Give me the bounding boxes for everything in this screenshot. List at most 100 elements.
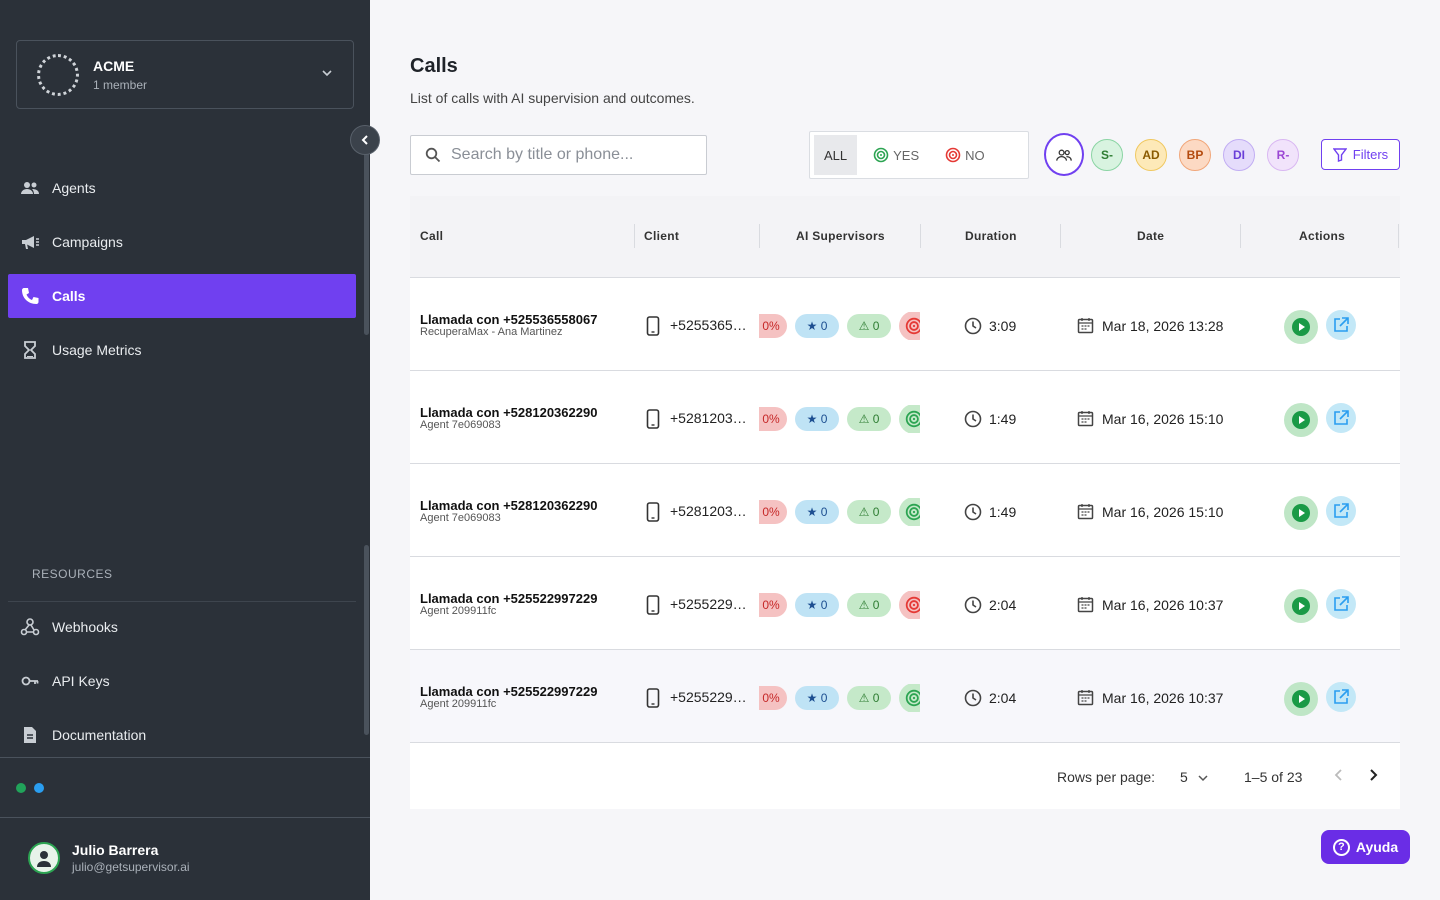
- ai-supervisors-cell: 0% ★ 0 ⚠ 0: [759, 591, 920, 619]
- play-recording-button[interactable]: [1284, 682, 1318, 716]
- stars-badge: ★ 0: [795, 500, 839, 524]
- user-avatar-icon: [37, 851, 51, 867]
- call-date: Mar 18, 2026 13:28: [1102, 318, 1224, 334]
- search-box: [410, 135, 707, 175]
- user-profile[interactable]: Julio Barrera julio@getsupervisor.ai: [28, 842, 190, 874]
- supervisor-filter-r[interactable]: R-: [1267, 139, 1299, 171]
- call-title[interactable]: Llamada con +525536558067: [420, 312, 598, 327]
- chevron-left-icon: [1334, 769, 1342, 781]
- outcome-target-icon: [899, 684, 920, 712]
- open-call-button[interactable]: [1326, 496, 1356, 526]
- phone-icon: [22, 288, 39, 304]
- help-icon: ?: [1332, 838, 1350, 856]
- table-row[interactable]: Llamada con +528120362290 Agent 7e069083…: [410, 464, 1400, 557]
- call-title[interactable]: Llamada con +525522997229: [420, 684, 598, 699]
- clock-icon: [964, 689, 982, 707]
- call-agent: Agent 7e069083: [420, 512, 501, 524]
- client-phone: +5255365…: [670, 317, 747, 333]
- column-separator: [1240, 224, 1241, 248]
- play-recording-button[interactable]: [1284, 496, 1318, 530]
- help-button[interactable]: ? Ayuda: [1321, 830, 1410, 864]
- previous-page-button[interactable]: [1332, 766, 1346, 787]
- call-duration: 3:09: [989, 318, 1017, 334]
- pagination-range: 1–5 of 23: [1244, 769, 1303, 785]
- outcome-yes-button[interactable]: YES: [863, 135, 929, 175]
- calls-table: Call Client AI Supervisors Duration Date…: [410, 196, 1400, 809]
- call-title[interactable]: Llamada con +528120362290: [420, 405, 598, 420]
- ai-supervisors-cell: 0% ★ 0 ⚠ 0: [759, 405, 920, 433]
- sidebar-item-campaigns[interactable]: Campaigns: [8, 220, 356, 264]
- column-header-date[interactable]: Date: [1137, 229, 1165, 243]
- play-recording-button[interactable]: [1284, 589, 1318, 623]
- play-recording-button[interactable]: [1284, 310, 1318, 344]
- table-row[interactable]: Llamada con +525522997229 Agent 209911fc…: [410, 650, 1400, 743]
- supervisor-filter-bp[interactable]: BP: [1179, 139, 1211, 171]
- table-row[interactable]: Llamada con +525522997229 Agent 209911fc…: [410, 557, 1400, 650]
- org-members: 1 member: [93, 77, 148, 92]
- outcome-no-button[interactable]: NO: [935, 135, 995, 175]
- collapse-sidebar-button[interactable]: [350, 125, 380, 155]
- supervisor-filter-s[interactable]: S-: [1091, 139, 1123, 171]
- supervisor-initials: R-: [1276, 148, 1290, 162]
- open-call-button[interactable]: [1326, 682, 1356, 712]
- column-separator: [920, 224, 921, 248]
- stars-badge: ★ 0: [795, 686, 839, 710]
- clock-icon: [964, 596, 982, 614]
- outcome-filter: ALL YES NO: [809, 131, 1029, 179]
- supervisor-filter-di[interactable]: DI: [1223, 139, 1255, 171]
- page-subtitle: List of calls with AI supervision and ou…: [410, 90, 695, 106]
- sidebar-item-calls[interactable]: Calls: [8, 274, 356, 318]
- status-dot-blue: [34, 783, 44, 793]
- next-page-button[interactable]: [1366, 766, 1380, 787]
- play-recording-button[interactable]: [1284, 403, 1318, 437]
- call-title[interactable]: Llamada con +525522997229: [420, 591, 598, 606]
- people-icon: [1056, 149, 1072, 161]
- outcome-yes-label: YES: [893, 147, 920, 163]
- sidebar-item-api-keys[interactable]: API Keys: [8, 659, 356, 703]
- outcome-all-button[interactable]: ALL: [814, 135, 858, 175]
- filter-icon: [1332, 147, 1347, 162]
- score-badge: 0%: [759, 314, 787, 338]
- open-call-button[interactable]: [1326, 589, 1356, 619]
- sidebar-item-label: Agents: [52, 180, 96, 196]
- org-switcher[interactable]: ACME 1 member: [16, 40, 354, 109]
- column-header-client[interactable]: Client: [644, 229, 680, 243]
- supervisor-filter-ad[interactable]: AD: [1135, 139, 1167, 171]
- outcome-no-label: NO: [965, 147, 985, 163]
- sidebar-scrollbar-lower[interactable]: [364, 545, 369, 735]
- table-header: Call Client AI Supervisors Duration Date…: [410, 196, 1400, 278]
- sidebar-item-webhooks[interactable]: Webhooks: [8, 605, 356, 649]
- all-supervisors-filter[interactable]: [1044, 133, 1084, 176]
- call-agent: Agent 209911fc: [420, 605, 497, 617]
- column-header-call[interactable]: Call: [420, 229, 444, 243]
- warnings-badge: ⚠ 0: [847, 593, 891, 617]
- search-input[interactable]: [451, 146, 691, 164]
- page-title: Calls: [410, 55, 458, 77]
- open-call-button[interactable]: [1326, 403, 1356, 433]
- open-call-button[interactable]: [1326, 310, 1356, 340]
- column-header-ai-supervisors[interactable]: AI Supervisors: [796, 229, 885, 243]
- clock-icon: [964, 317, 982, 335]
- column-header-actions: Actions: [1299, 229, 1346, 243]
- warnings-badge: ⚠ 0: [847, 314, 891, 338]
- filters-button[interactable]: Filters: [1321, 139, 1400, 170]
- chevron-down-icon: [1198, 775, 1208, 782]
- sidebar-item-agents[interactable]: Agents: [8, 166, 356, 210]
- client-phone: +5255229…: [670, 689, 747, 705]
- sidebar-scrollbar[interactable]: [364, 150, 369, 335]
- chevron-down-icon: [322, 70, 332, 77]
- rows-per-page-select[interactable]: 5: [1180, 769, 1188, 785]
- avatar: [28, 842, 60, 874]
- table-row[interactable]: Llamada con +528120362290 Agent 7e069083…: [410, 371, 1400, 464]
- sidebar-item-usage-metrics[interactable]: Usage Metrics: [8, 328, 356, 372]
- table-row[interactable]: Llamada con +525536558067 RecuperaMax - …: [410, 278, 1400, 371]
- column-header-duration[interactable]: Duration: [965, 229, 1017, 243]
- status-dot-green: [16, 783, 26, 793]
- calendar-icon: [1077, 411, 1094, 427]
- call-title[interactable]: Llamada con +528120362290: [420, 498, 598, 513]
- call-duration: 2:04: [989, 690, 1017, 706]
- document-icon: [24, 727, 36, 743]
- sidebar-item-documentation[interactable]: Documentation: [8, 713, 356, 757]
- call-date: Mar 16, 2026 10:37: [1102, 690, 1224, 706]
- call-agent: Agent 209911fc: [420, 698, 497, 710]
